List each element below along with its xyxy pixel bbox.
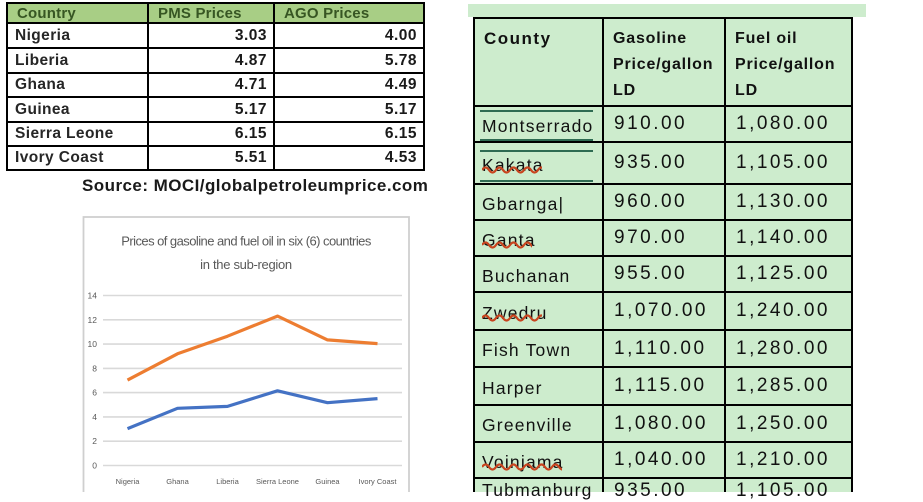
svg-text:12: 12 xyxy=(88,315,98,325)
svg-text:Nigeria: Nigeria xyxy=(116,477,141,486)
svg-text:Guinea: Guinea xyxy=(315,477,340,486)
svg-text:Ghana: Ghana xyxy=(166,477,189,486)
svg-text:Ivory Coast: Ivory Coast xyxy=(359,477,398,486)
svg-text:in the sub-region: in the sub-region xyxy=(200,257,292,272)
svg-text:Prices of gasoline and fuel oi: Prices of gasoline and fuel oil in six (… xyxy=(121,234,372,249)
svg-text:8: 8 xyxy=(92,363,97,373)
svg-text:Liberia: Liberia xyxy=(216,477,239,486)
svg-text:14: 14 xyxy=(88,291,98,301)
svg-text:6: 6 xyxy=(92,388,97,398)
svg-text:Sierra Leone: Sierra Leone xyxy=(256,477,299,486)
svg-text:10: 10 xyxy=(88,339,98,349)
svg-text:2: 2 xyxy=(92,436,97,446)
svg-text:4: 4 xyxy=(92,412,97,422)
svg-text:0: 0 xyxy=(92,461,97,471)
